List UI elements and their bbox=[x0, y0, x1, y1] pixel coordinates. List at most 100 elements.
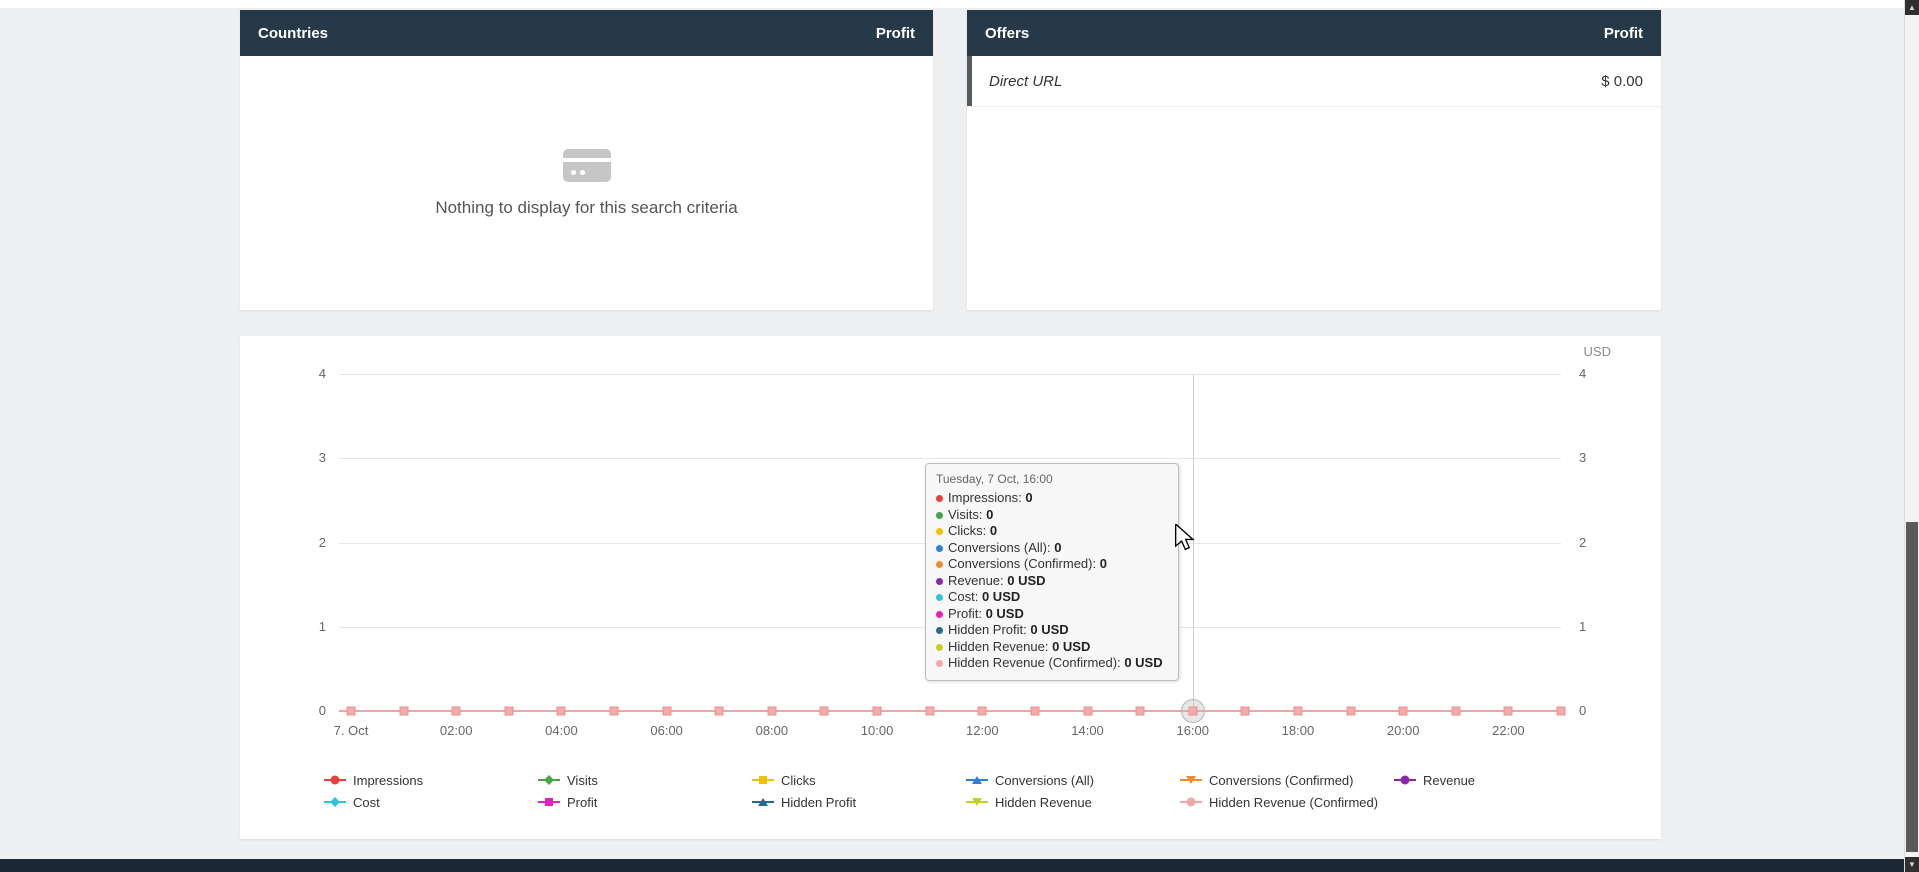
x-axis-label: 14:00 bbox=[1071, 723, 1104, 738]
tooltip-title: Tuesday, 7 Oct, 16:00 bbox=[936, 472, 1053, 486]
countries-panel-title: Countries bbox=[258, 24, 329, 42]
legend-label: Impressions bbox=[353, 772, 424, 788]
legend-tri-up-icon bbox=[758, 798, 768, 806]
legend-marker-icon bbox=[538, 798, 560, 806]
vertical-scrollbar[interactable]: ▲ ▼ bbox=[1904, 0, 1919, 872]
data-point-marker[interactable] bbox=[346, 706, 356, 716]
legend-item-visits[interactable]: Visits bbox=[538, 773, 752, 788]
legend-item-hidden-revenue-confirmed[interactable]: Hidden Revenue (Confirmed) bbox=[1180, 795, 1394, 810]
series-bullet-icon bbox=[936, 643, 943, 651]
legend-marker-icon bbox=[538, 775, 560, 785]
bottom-taskbar-strip bbox=[0, 859, 1919, 872]
legend-marker-icon bbox=[1180, 776, 1202, 784]
legend-item-cost[interactable]: Cost bbox=[324, 795, 538, 810]
chart-crosshair bbox=[1192, 374, 1194, 711]
tooltip-row: Hidden Revenue: 0 USD bbox=[936, 639, 1168, 656]
tooltip-row: Hidden Profit: 0 USD bbox=[936, 622, 1168, 639]
series-bullet-icon bbox=[936, 511, 943, 519]
legend-marker-icon bbox=[324, 775, 346, 785]
series-bullet-icon bbox=[936, 577, 943, 585]
legend-item-conversions-all[interactable]: Conversions (All) bbox=[966, 773, 1180, 788]
x-axis-label: 16:00 bbox=[1176, 723, 1210, 738]
legend-label: Cost bbox=[353, 794, 380, 810]
legend-item-impressions[interactable]: Impressions bbox=[324, 773, 538, 788]
offers-panel-header: Offers Profit bbox=[967, 10, 1661, 56]
scrollbar-thumb[interactable] bbox=[1906, 522, 1918, 852]
x-axis-label: 12:00 bbox=[966, 723, 999, 738]
legend-item-revenue[interactable]: Revenue bbox=[1394, 773, 1608, 788]
countries-panel: Countries Profit Nothing to display for … bbox=[240, 10, 933, 310]
tooltip-row: Visits: 0 bbox=[936, 507, 1168, 524]
tooltip-row: Conversions (All): 0 bbox=[936, 540, 1168, 557]
legend-label: Hidden Revenue bbox=[995, 794, 1092, 810]
data-point-marker[interactable] bbox=[609, 706, 619, 716]
tooltip-row: Conversions (Confirmed): 0 bbox=[936, 556, 1168, 573]
scroll-up-button[interactable]: ▲ bbox=[1905, 0, 1919, 15]
x-axis-label: 04:00 bbox=[545, 723, 578, 738]
data-point-marker[interactable] bbox=[977, 706, 987, 716]
x-axis-label: 08:00 bbox=[755, 723, 789, 738]
series-bullet-icon bbox=[936, 627, 943, 634]
data-point-marker[interactable] bbox=[1346, 706, 1356, 716]
series-bullet-icon bbox=[936, 528, 943, 535]
data-point-marker[interactable] bbox=[1083, 706, 1093, 716]
legend-circle-icon bbox=[1400, 775, 1410, 785]
series-bullet-icon bbox=[936, 544, 943, 552]
legend-marker-icon bbox=[752, 798, 774, 806]
data-point-marker[interactable] bbox=[504, 706, 514, 716]
offer-row-direct-url[interactable]: Direct URL $ 0.00 bbox=[967, 56, 1661, 107]
data-point-marker[interactable] bbox=[819, 706, 829, 716]
legend-item-conversions-confirmed[interactable]: Conversions (Confirmed) bbox=[1180, 773, 1394, 788]
data-point-marker[interactable] bbox=[1135, 706, 1145, 716]
tooltip-row: Cost: 0 USD bbox=[936, 589, 1168, 606]
data-point-marker[interactable] bbox=[1556, 706, 1566, 716]
series-bullet-icon bbox=[936, 594, 943, 601]
tooltip-row: Hidden Revenue (Confirmed): 0 USD bbox=[936, 655, 1168, 672]
x-axis-label: 06:00 bbox=[650, 723, 683, 738]
series-line bbox=[339, 710, 1561, 712]
data-point-marker[interactable] bbox=[1451, 706, 1461, 716]
x-axis-label: 22:00 bbox=[1492, 723, 1525, 738]
top-strip bbox=[0, 0, 1919, 8]
legend-item-hidden-profit[interactable]: Hidden Profit bbox=[752, 795, 966, 810]
data-point-marker[interactable] bbox=[1240, 706, 1250, 716]
legend-circle-icon bbox=[1186, 797, 1196, 807]
y-gridline bbox=[339, 458, 1561, 460]
x-axis-label: 10:00 bbox=[860, 723, 894, 738]
data-point-marker[interactable] bbox=[1293, 706, 1303, 716]
legend-item-profit[interactable]: Profit bbox=[538, 795, 752, 810]
y-axis-label-left: 0 bbox=[318, 703, 326, 718]
legend-square-icon bbox=[759, 776, 767, 784]
data-point-marker[interactable] bbox=[1398, 706, 1408, 716]
y-axis-label-right: 2 bbox=[1579, 534, 1587, 550]
empty-card-icon bbox=[562, 148, 611, 182]
data-point-marker[interactable] bbox=[399, 706, 409, 716]
legend-label: Revenue bbox=[1423, 772, 1476, 788]
legend-marker-icon bbox=[966, 798, 988, 806]
legend-tri-down-icon bbox=[972, 798, 982, 806]
data-point-marker[interactable] bbox=[451, 706, 461, 716]
y-axis-label-left: 2 bbox=[318, 534, 326, 550]
legend-label: Hidden Profit bbox=[781, 794, 857, 810]
data-point-marker[interactable] bbox=[925, 706, 935, 716]
data-point-marker[interactable] bbox=[1030, 706, 1040, 716]
countries-empty-state: Nothing to display for this search crite… bbox=[240, 56, 933, 310]
series-bullet-icon bbox=[936, 495, 943, 502]
offer-name[interactable]: Direct URL bbox=[989, 72, 1063, 90]
data-point-marker[interactable] bbox=[662, 706, 672, 716]
legend-item-clicks[interactable]: Clicks bbox=[752, 773, 966, 788]
y-gridline bbox=[339, 374, 1561, 375]
data-point-marker[interactable] bbox=[1503, 706, 1513, 716]
series-bullet-icon bbox=[936, 561, 943, 568]
scroll-down-button[interactable]: ▼ bbox=[1905, 857, 1919, 872]
data-point-marker[interactable] bbox=[767, 706, 777, 716]
legend-item-hidden-revenue[interactable]: Hidden Revenue bbox=[966, 795, 1180, 810]
chart-tooltip: Tuesday, 7 Oct, 16:00 Impressions: 0 Visi… bbox=[925, 463, 1179, 681]
legend-label: Profit bbox=[567, 794, 598, 810]
data-point-marker[interactable] bbox=[714, 706, 724, 716]
data-point-marker[interactable] bbox=[1188, 706, 1198, 716]
data-point-marker[interactable] bbox=[872, 706, 882, 716]
series-bullet-icon bbox=[936, 660, 943, 667]
data-point-marker[interactable] bbox=[556, 706, 566, 716]
legend-marker-icon bbox=[752, 776, 774, 784]
